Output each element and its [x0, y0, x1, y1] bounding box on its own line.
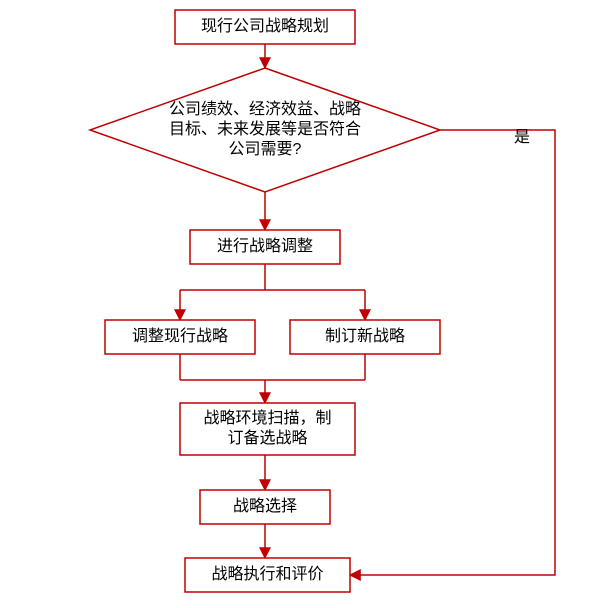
node-n2-label: 目标、未来发展等是否符合: [169, 120, 361, 138]
node-n8-label: 战略执行和评价: [211, 565, 323, 583]
node-n2: 公司绩效、经济效益、战略目标、未来发展等是否符合公司需要?: [90, 68, 440, 192]
node-n1: 现行公司战略规划: [175, 10, 355, 44]
node-n1-label: 现行公司战略规划: [201, 17, 329, 35]
node-n3: 进行战略调整: [190, 230, 340, 264]
node-n6-label: 战略环境扫描，制: [203, 408, 331, 427]
node-n2-label: 公司绩效、经济效益、战略: [169, 100, 361, 118]
node-n6: 战略环境扫描，制订备选战略: [180, 403, 355, 455]
node-n4-label: 调整现行战略: [132, 327, 228, 345]
node-n5-label: 制订新战略: [325, 327, 405, 345]
node-n5: 制订新战略: [290, 320, 440, 354]
node-n4: 调整现行战略: [105, 320, 255, 354]
node-n7: 战略选择: [200, 490, 330, 524]
node-n8: 战略执行和评价: [185, 558, 350, 592]
flowchart-canvas: 现行公司战略规划公司绩效、经济效益、战略目标、未来发展等是否符合公司需要? 进行战…: [0, 0, 600, 608]
node-n2-label: 公司需要?: [229, 140, 302, 158]
node-n3-label: 进行战略调整: [217, 237, 313, 255]
node-n6-label: 订备选战略: [227, 429, 307, 447]
edge-label-e7: 是: [514, 129, 530, 146]
node-n7-label: 战略选择: [233, 497, 297, 515]
